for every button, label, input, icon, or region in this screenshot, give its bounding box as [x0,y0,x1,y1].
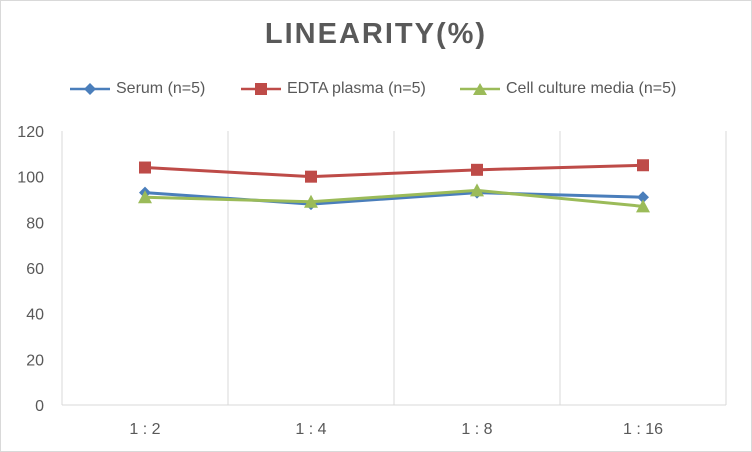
data-point-serum [637,191,649,204]
data-point-cell [470,183,484,197]
y-tick-label: 80 [26,215,44,232]
legend-item-cell-culture: Cell culture media (n=5) [460,78,676,100]
y-tick-label: 20 [26,352,44,369]
x-tick-label: 1 : 8 [461,421,492,438]
y-tick-label: 60 [26,261,44,278]
data-point-cell [636,199,650,213]
data-point-edta [139,161,151,174]
y-tick-label: 0 [35,398,44,415]
series-line-cell [144,188,644,208]
legend-label-edta-plasma: EDTA plasma (n=5) [287,80,426,97]
legend: Serum (n=5) EDTA plasma (n=5) Cell cultu… [0,78,752,100]
legend-label-cell-culture: Cell culture media (n=5) [506,80,677,97]
legend-item-serum: Serum (n=5) [70,78,205,100]
x-tick-label: 1 : 2 [129,421,160,438]
data-point-cell [138,190,152,204]
legend-cell-swatch [460,83,500,95]
legend-item-edta-plasma: EDTA plasma (n=5) [241,78,426,100]
data-point-edta [637,159,649,172]
data-point-cell [304,194,318,208]
x-tick-label: 1 : 4 [295,421,326,438]
y-tick-label: 100 [17,170,44,187]
y-tick-label: 120 [17,124,44,141]
chart-title: LINEARITY(%) [264,18,488,50]
legend-serum-swatch [70,83,110,95]
x-tick-label: 1 : 16 [623,421,663,438]
legend-label-serum: Serum (n=5) [116,80,206,97]
series-line-edta [144,163,644,179]
legend-edta-swatch [241,83,281,95]
y-tick-label: 40 [26,307,44,324]
data-point-edta [471,163,483,176]
data-point-edta [305,170,317,183]
